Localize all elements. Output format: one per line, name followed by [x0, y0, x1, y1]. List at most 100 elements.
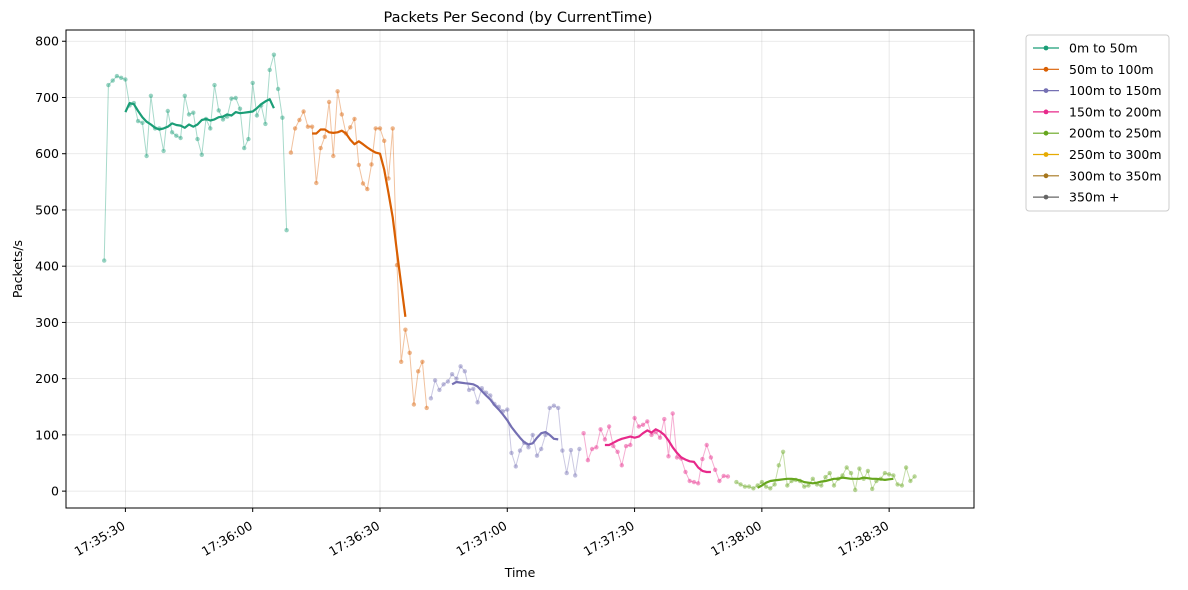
data-point — [356, 162, 361, 168]
data-point — [734, 479, 739, 485]
data-point — [318, 145, 323, 151]
data-point — [823, 474, 828, 480]
data-point — [305, 124, 311, 129]
data-point — [882, 470, 888, 476]
data-point — [271, 52, 277, 57]
legend-label: 150m to 200m — [1069, 104, 1162, 119]
data-point — [687, 478, 692, 484]
data-point — [577, 446, 582, 452]
data-point — [237, 106, 243, 111]
data-point — [263, 121, 268, 127]
data-point — [360, 181, 366, 186]
data-point — [691, 479, 697, 485]
data-point — [751, 486, 756, 491]
x-tick-label: 17:36:30 — [326, 518, 382, 559]
data-point — [785, 483, 790, 488]
data-point — [560, 448, 565, 453]
data-point — [683, 469, 688, 475]
data-point — [530, 432, 535, 438]
data-point — [547, 405, 552, 411]
data-point — [903, 465, 909, 470]
data-point — [339, 112, 344, 117]
data-point — [365, 186, 370, 192]
data-point — [865, 468, 871, 474]
data-point — [212, 82, 217, 88]
data-point — [416, 369, 421, 374]
data-point — [526, 445, 531, 450]
data-point — [424, 405, 429, 411]
data-point — [717, 478, 722, 484]
data-point — [517, 448, 523, 453]
data-point — [840, 473, 845, 478]
data-point — [275, 86, 281, 92]
data-point — [539, 446, 544, 452]
y-tick-label: 700 — [35, 90, 59, 105]
data-point — [611, 443, 616, 449]
raw-series-line — [103, 54, 288, 261]
data-point — [220, 117, 226, 122]
legend-marker — [1043, 130, 1049, 136]
data-point — [475, 400, 480, 405]
grid — [66, 30, 974, 508]
x-tick-label: 17:36:00 — [199, 518, 255, 559]
legend-item: 350m + — [1033, 190, 1119, 205]
raw-series-line — [430, 365, 580, 476]
data-point — [602, 437, 608, 442]
data-point — [670, 411, 675, 416]
data-point — [827, 470, 832, 476]
data-point — [759, 479, 765, 485]
data-point — [534, 453, 540, 458]
data-point — [216, 108, 221, 113]
data-point — [135, 118, 141, 124]
data-point — [348, 125, 353, 130]
data-point — [810, 476, 815, 481]
data-point — [441, 382, 446, 387]
data-point — [908, 478, 913, 484]
data-point — [267, 67, 272, 73]
data-point — [891, 473, 896, 478]
data-point — [585, 458, 591, 463]
data-point — [806, 483, 811, 488]
data-point — [573, 473, 578, 478]
data-point — [280, 115, 285, 120]
data-point — [386, 176, 391, 181]
legend-marker — [1043, 109, 1049, 115]
legend-item: 150m to 200m — [1033, 104, 1162, 119]
smoothed-series-line — [124, 98, 275, 131]
data-point — [390, 126, 395, 131]
data-point — [288, 150, 294, 155]
data-point — [161, 148, 166, 154]
data-point — [102, 258, 107, 263]
x-axis-label: Time — [504, 565, 536, 580]
legend-item: 0m to 50m — [1033, 41, 1138, 56]
data-point — [899, 483, 905, 488]
smoothed-series-line — [312, 128, 407, 317]
x-tick-label: 17:35:30 — [72, 518, 128, 559]
legend-marker — [1043, 194, 1049, 200]
data-point — [292, 126, 298, 131]
data-point — [242, 145, 247, 151]
data-point — [619, 463, 624, 468]
data-point — [458, 364, 463, 369]
series-150m-to-200m — [581, 411, 731, 486]
data-point — [632, 415, 637, 421]
data-point — [250, 80, 255, 86]
smoothed-series-line — [604, 428, 711, 474]
data-point — [191, 110, 196, 115]
data-point — [403, 327, 408, 332]
legend-item: 300m to 350m — [1033, 168, 1162, 183]
data-point — [352, 116, 357, 122]
y-tick-label: 600 — [35, 146, 59, 161]
data-point — [119, 75, 124, 81]
data-point — [140, 120, 145, 126]
data-point — [615, 449, 620, 454]
smoothed-series-line — [451, 380, 559, 446]
y-tick-label: 300 — [35, 315, 59, 330]
data-point — [568, 447, 574, 453]
data-point — [382, 138, 387, 143]
data-point — [776, 463, 781, 468]
series-50m-to-100m — [288, 89, 429, 411]
raw-series-line — [736, 451, 915, 491]
data-point — [696, 481, 701, 486]
data-point — [326, 99, 332, 105]
